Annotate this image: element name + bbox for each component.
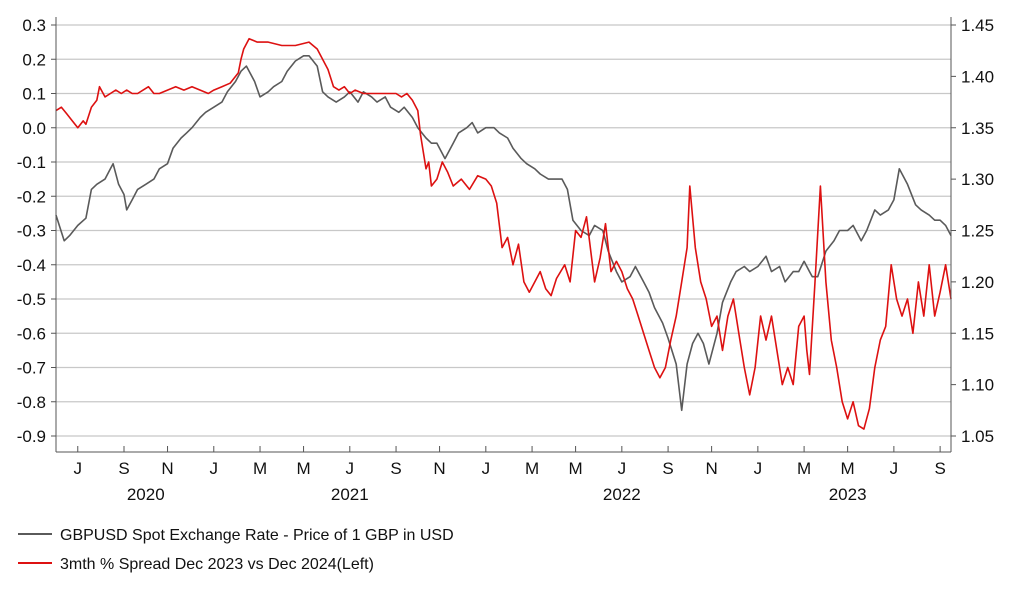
right-tick-label: 1.20 — [961, 273, 994, 292]
left-tick-label: -0.8 — [17, 393, 46, 412]
right-tick-label: 1.30 — [961, 170, 994, 189]
left-tick-label: 0.2 — [22, 50, 46, 69]
right-axis-ticks: 1.45 1.40 1.35 1.30 1.25 1.20 1.15 1.10 1.05 — [951, 16, 994, 446]
x-month-label: J — [482, 459, 491, 478]
x-month-label: J — [74, 459, 83, 478]
series-line-gbpusd — [55, 54, 952, 412]
left-tick-label: 0.3 — [22, 16, 46, 35]
right-tick-label: 1.45 — [961, 16, 994, 35]
x-month-label: S — [934, 459, 945, 478]
x-month-label: J — [890, 459, 899, 478]
x-month-label: N — [161, 459, 173, 478]
x-month-label: S — [390, 459, 401, 478]
x-month-label: S — [662, 459, 673, 478]
x-month-label: M — [569, 459, 583, 478]
x-month-label: J — [618, 459, 627, 478]
right-tick-label: 1.25 — [961, 222, 994, 241]
x-month-label: M — [525, 459, 539, 478]
x-month-label: J — [346, 459, 355, 478]
legend-label-gbpusd: GBPUSD Spot Exchange Rate - Price of 1 G… — [60, 527, 454, 544]
left-tick-label: -0.7 — [17, 359, 46, 378]
x-month-label: J — [754, 459, 763, 478]
right-tick-label: 1.10 — [961, 376, 994, 395]
x-month-label: S — [118, 459, 129, 478]
x-month-label: M — [841, 459, 855, 478]
x-month-label: M — [253, 459, 267, 478]
left-tick-label: -0.3 — [17, 222, 46, 241]
left-axis-ticks: 0.3 0.2 0.1 0.0 -0.1 -0.2 -0.3 -0.4 -0.5 -0.6 -0.7… — [17, 16, 56, 446]
x-month-label: M — [296, 459, 310, 478]
plot-frame — [55, 17, 952, 453]
left-tick-label: 0.0 — [22, 119, 46, 138]
series-line-spread — [55, 37, 952, 430]
left-tick-label: -0.1 — [17, 153, 46, 172]
right-tick-label: 1.05 — [961, 427, 994, 446]
right-tick-label: 1.35 — [961, 119, 994, 138]
x-axis-ticks: J S N J M M J S N J M M J S N J M M J S 2020 2021 2022 2023 — [74, 446, 946, 504]
x-month-label: N — [705, 459, 717, 478]
right-tick-label: 1.40 — [961, 67, 994, 86]
legend: GBPUSD Spot Exchange Rate - Price of 1 G… — [18, 527, 454, 573]
left-tick-label: -0.5 — [17, 290, 46, 309]
x-year-label: 2020 — [127, 485, 165, 504]
x-month-label: N — [433, 459, 445, 478]
x-year-label: 2021 — [331, 485, 369, 504]
right-tick-label: 1.15 — [961, 324, 994, 343]
gridlines — [56, 24, 951, 437]
left-tick-label: -0.9 — [17, 427, 46, 446]
left-tick-label: -0.4 — [17, 256, 46, 275]
x-year-label: 2022 — [603, 485, 641, 504]
series-lines — [55, 37, 952, 430]
left-tick-label: -0.6 — [17, 324, 46, 343]
left-tick-label: -0.2 — [17, 187, 46, 206]
x-month-label: M — [797, 459, 811, 478]
legend-label-spread: 3mth % Spread Dec 2023 vs Dec 2024(Left) — [60, 556, 374, 573]
left-tick-label: 0.1 — [22, 85, 46, 104]
x-year-label: 2023 — [829, 485, 867, 504]
x-month-label: J — [210, 459, 219, 478]
